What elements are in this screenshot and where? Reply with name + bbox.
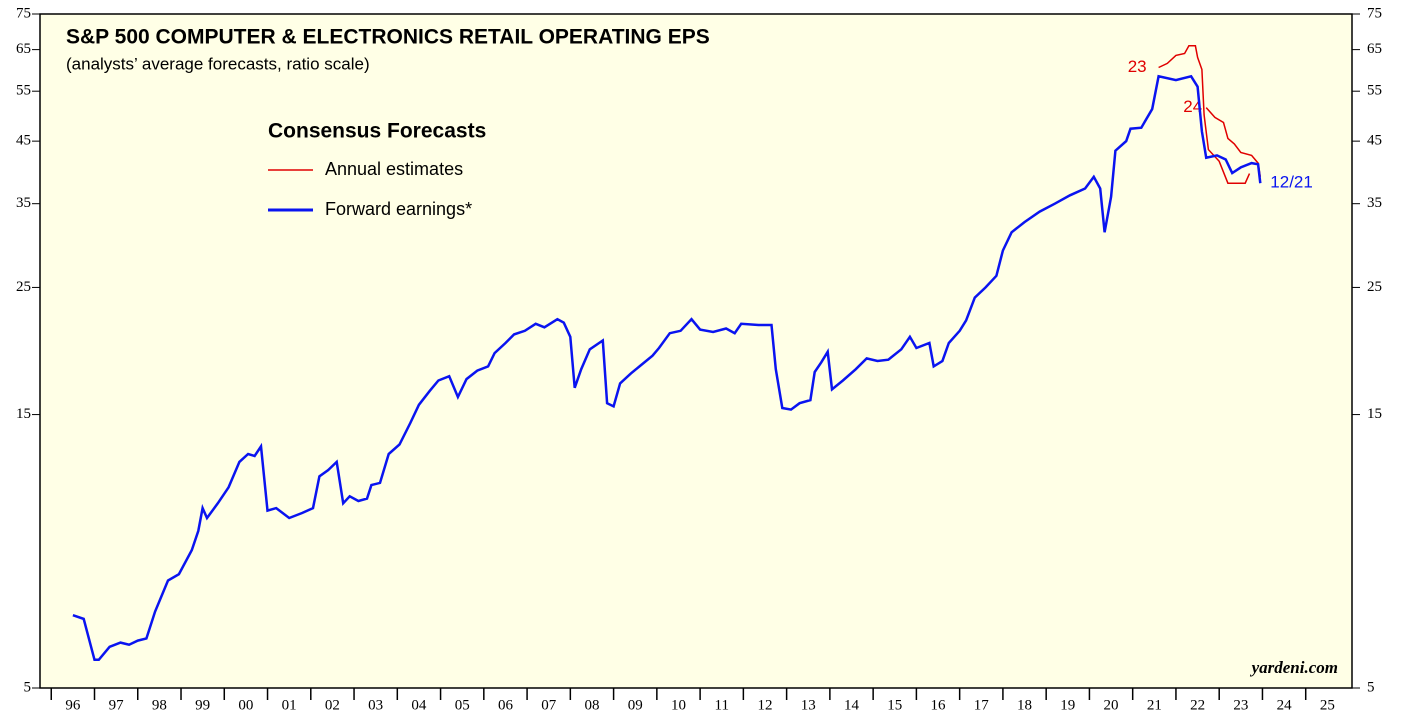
y2-tick-label: 45 [1367, 133, 1382, 149]
y2-tick-label: 65 [1367, 41, 1382, 57]
source: yardeni.com [1250, 658, 1338, 677]
x-tick-label: 10 [671, 697, 686, 713]
x-tick-label: 07 [541, 697, 557, 713]
chart-title: S&P 500 COMPUTER & ELECTRONICS RETAIL OP… [66, 26, 710, 49]
x-tick-label: 19 [1060, 697, 1075, 713]
x-tick-label: 02 [325, 697, 340, 713]
x-tick-label: 24 [1277, 697, 1293, 713]
x-tick-label: 05 [455, 697, 470, 713]
x-tick-label: 08 [584, 697, 599, 713]
y2-tick-label: 55 [1367, 83, 1382, 99]
y-tick-label: 65 [16, 41, 31, 57]
x-tick-label: 97 [109, 697, 125, 713]
y2-tick-label: 15 [1367, 406, 1382, 422]
y2-tick-label: 35 [1367, 195, 1382, 211]
legend-label: Forward earnings* [325, 199, 472, 219]
series-label: 12/21 [1270, 173, 1313, 192]
x-tick-label: 11 [715, 697, 729, 713]
plot-area [39, 13, 1353, 689]
x-tick-label: 06 [498, 697, 514, 713]
y-tick-label: 5 [24, 679, 32, 695]
y2-tick-label: 5 [1367, 679, 1375, 695]
x-tick-label: 03 [368, 697, 383, 713]
legend-label: Annual estimates [325, 159, 463, 179]
x-tick-label: 99 [195, 697, 210, 713]
x-tick-label: 23 [1233, 697, 1248, 713]
y-tick-label: 75 [16, 5, 31, 21]
x-tick-label: 20 [1104, 697, 1119, 713]
y-tick-label: 55 [16, 83, 31, 99]
x-tick-label: 21 [1147, 697, 1162, 713]
x-tick-label: 14 [844, 697, 860, 713]
series-label: 24 [1183, 97, 1202, 116]
x-tick-label: 16 [931, 697, 947, 713]
x-tick-label: 01 [282, 697, 297, 713]
x-tick-label: 12 [757, 697, 772, 713]
x-tick-label: 04 [411, 697, 427, 713]
line [1205, 107, 1262, 177]
y2-tick-label: 75 [1367, 5, 1382, 21]
x-tick-label: 96 [65, 697, 81, 713]
x-tick-label: 17 [974, 697, 990, 713]
x-tick-label: 13 [801, 697, 816, 713]
y-tick-label: 45 [16, 133, 31, 149]
x-tick-label: 25 [1320, 697, 1335, 713]
x-tick-label: 15 [887, 697, 902, 713]
y2-tick-label: 25 [1367, 279, 1382, 295]
x-tick-label: 09 [628, 697, 643, 713]
x-tick-label: 18 [1017, 697, 1032, 713]
series-label: 23 [1128, 57, 1147, 76]
y-tick-label: 15 [16, 406, 31, 422]
line [1158, 45, 1251, 184]
chart-subtitle: (analysts’ average forecasts, ratio scal… [66, 54, 370, 73]
x-tick-label: 22 [1190, 697, 1205, 713]
x-tick-label: 98 [152, 697, 167, 713]
legend-title: Consensus Forecasts [268, 120, 486, 143]
x-tick-label: 00 [238, 697, 253, 713]
line [72, 74, 1262, 662]
y-tick-label: 25 [16, 279, 31, 295]
y-tick-label: 35 [16, 195, 31, 211]
